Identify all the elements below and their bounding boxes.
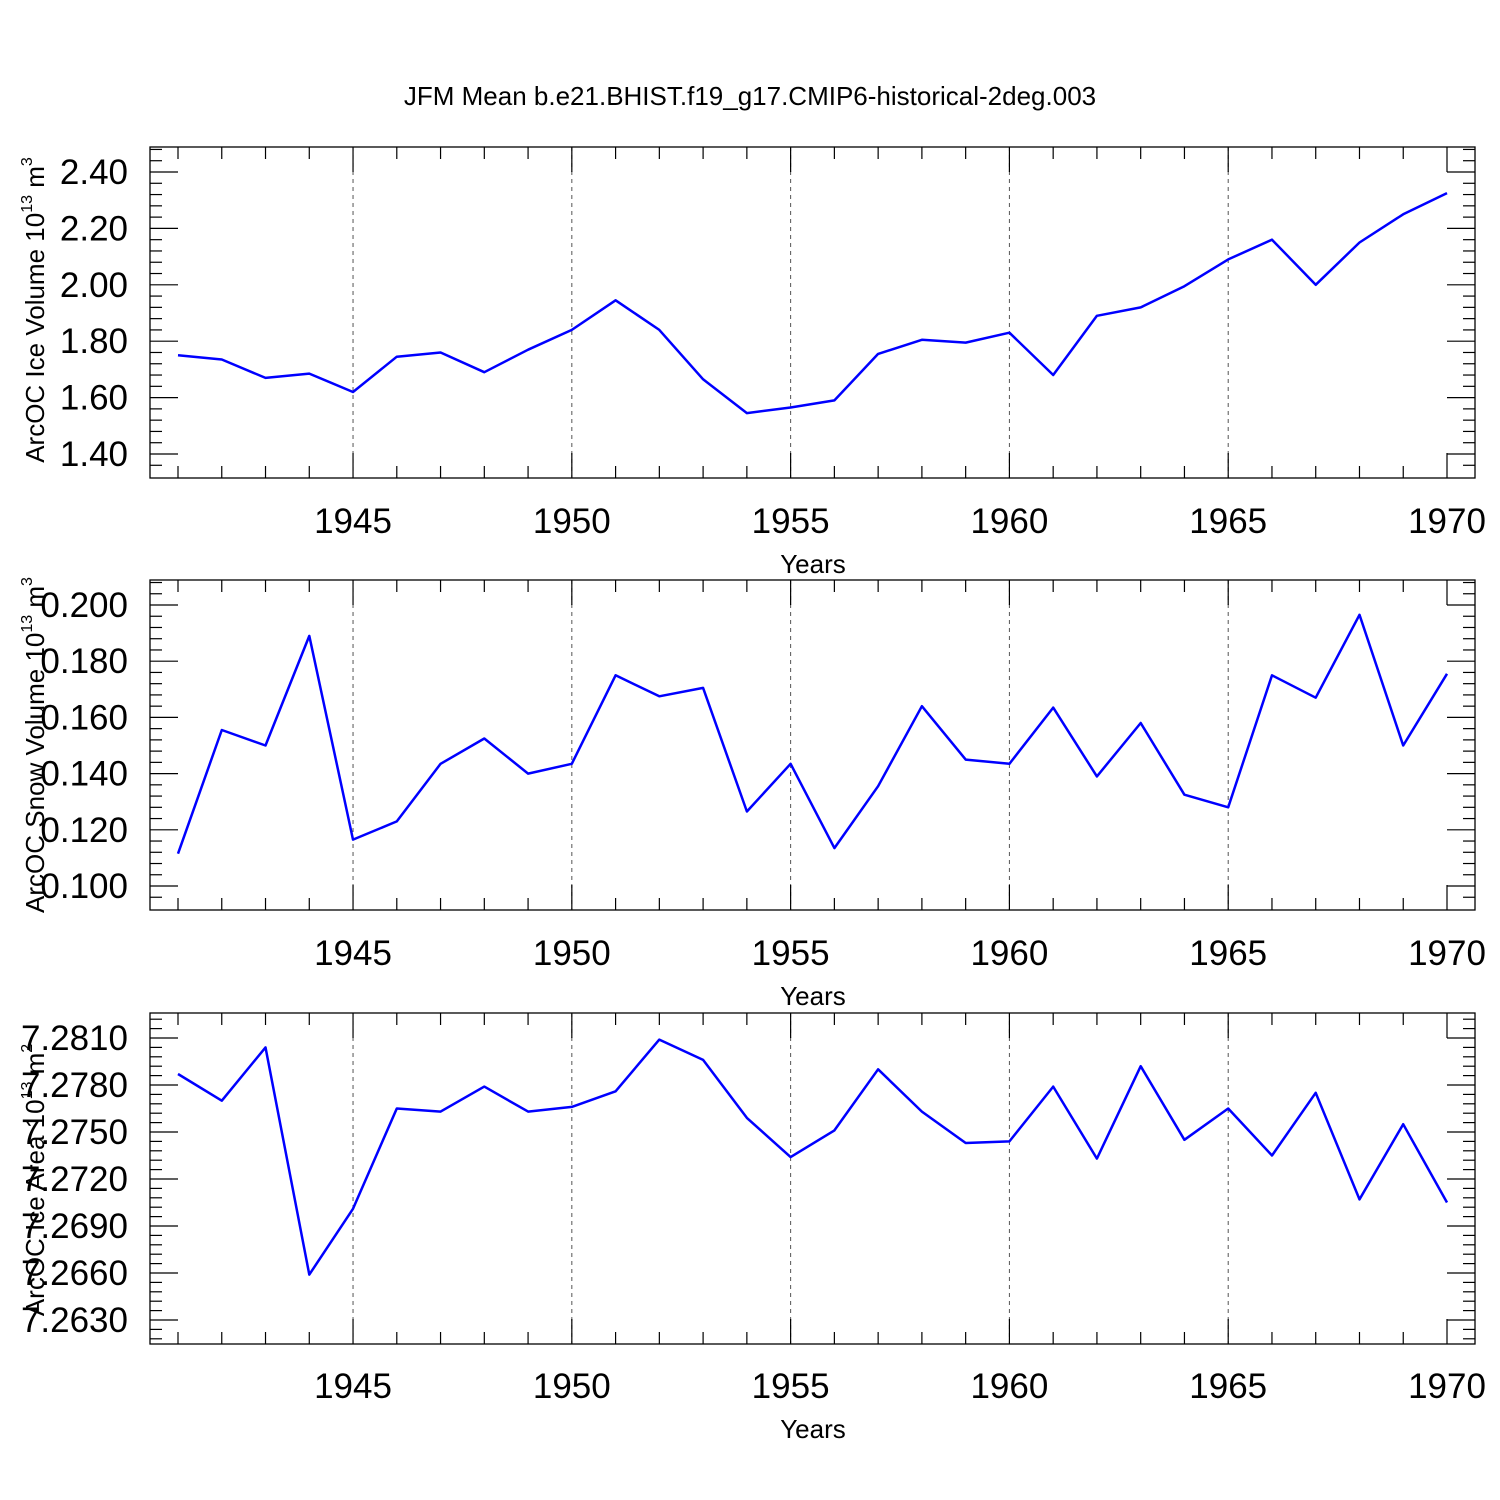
figure-title: JFM Mean b.e21.BHIST.f19_g17.CMIP6-histo… [404, 81, 1096, 111]
x-tick-label: 1955 [752, 1367, 830, 1406]
y-tick-label: 0.120 [40, 811, 128, 850]
x-tick-label: 1945 [314, 502, 392, 541]
plot-frame [149, 579, 1476, 911]
y-tick-label: 7.2750 [21, 1113, 128, 1152]
y-tick-label: 0.140 [40, 755, 128, 794]
y-tick-label: 1.40 [60, 435, 128, 474]
x-tick-label: 1960 [970, 502, 1048, 541]
y-tick-label: 0.200 [40, 586, 128, 625]
y-tick-label: 0.100 [40, 867, 128, 906]
x-axis-title: Years [780, 981, 846, 1011]
x-tick-label: 1970 [1408, 502, 1486, 541]
y-tick-label: 2.00 [60, 266, 128, 305]
y-axis-title: ArcOC Ice Area 1013 m2 [19, 1044, 50, 1316]
x-tick-label: 1945 [314, 934, 392, 973]
x-tick-label: 1955 [752, 502, 830, 541]
y-tick-label: 7.2810 [21, 1019, 128, 1058]
series-line [176, 613, 1449, 855]
y-axis-title: ArcOC Snow Volume 1013 m3 [19, 577, 50, 913]
x-tick-label: 1960 [970, 934, 1048, 973]
x-tick-label: 1960 [970, 1367, 1048, 1406]
x-tick-label: 1950 [533, 934, 611, 973]
x-axis-title: Years [780, 549, 846, 579]
x-tick-label: 1945 [314, 1367, 392, 1406]
y-tick-label: 7.2780 [21, 1066, 128, 1105]
x-axis-title: Years [780, 1414, 846, 1444]
x-tick-label: 1955 [752, 934, 830, 973]
y-tick-label: 1.80 [60, 322, 128, 361]
y-tick-label: 7.2690 [21, 1207, 128, 1246]
x-tick-label: 1970 [1408, 1367, 1486, 1406]
series-line [177, 1038, 1449, 1276]
x-tick-label: 1950 [533, 1367, 611, 1406]
y-tick-label: 7.2720 [21, 1160, 128, 1199]
chart-panel-3: 7.2630 7.2660 7.2690 7.2720 7.2750 7.2780 7.28… [19, 1012, 1486, 1444]
x-tick-label: 1970 [1408, 934, 1486, 973]
x-tick-label: 1965 [1189, 502, 1267, 541]
x-tick-label: 1965 [1189, 934, 1267, 973]
y-tick-label: 1.60 [60, 379, 128, 418]
y-axis-title: ArcOC Ice Volume 1013 m3 [19, 157, 50, 463]
chart-panel-2: 0.100 0.120 0.140 0.160 0.180 0.200 1945 1950 19… [19, 577, 1486, 1011]
y-tick-label: 7.2660 [21, 1254, 128, 1293]
x-tick-label: 1950 [533, 502, 611, 541]
y-tick-label: 0.180 [40, 642, 128, 681]
y-tick-label: 2.20 [60, 209, 128, 248]
chart-panel-1: 1.40 1.60 1.80 2.00 2.20 2.40 1945 1950 1955 1960… [19, 146, 1486, 579]
plot-frame [149, 146, 1476, 479]
y-tick-label: 2.40 [60, 153, 128, 192]
series-line [177, 191, 1448, 415]
y-tick-label: 7.2630 [21, 1301, 128, 1340]
x-tick-label: 1965 [1189, 1367, 1267, 1406]
y-tick-label: 0.160 [40, 698, 128, 737]
